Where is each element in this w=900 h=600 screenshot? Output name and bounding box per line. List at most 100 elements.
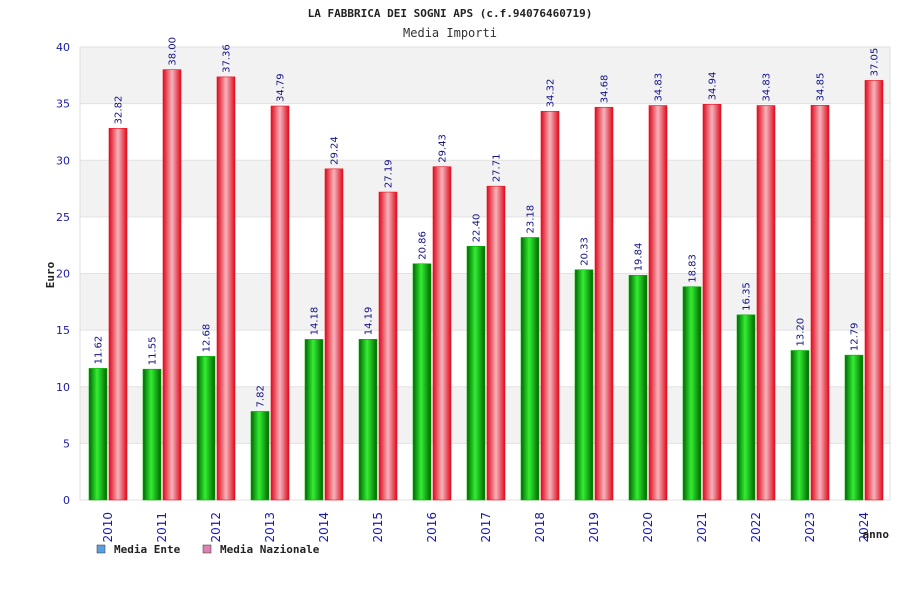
- x-tick-label-2022: 2022: [749, 512, 763, 543]
- value-label-media-ente-2017: 22.40: [472, 214, 483, 243]
- legend: Media Ente Media Nazionale: [96, 543, 320, 556]
- value-label-media-ente-2016: 20.86: [418, 231, 429, 260]
- x-tick-label-2019: 2019: [587, 512, 601, 543]
- value-label-media-nazionale-2010: 32.82: [114, 96, 125, 125]
- value-label-media-nazionale-2024: 37.05: [870, 48, 881, 77]
- y-tick-label: 30: [56, 154, 70, 167]
- y-tick-label: 15: [56, 324, 70, 337]
- bar-media-nazionale-2019: [594, 106, 614, 501]
- bar-media-ente-2023: [790, 350, 810, 501]
- value-label-media-nazionale-2022: 34.83: [762, 73, 773, 102]
- bar-media-ente-2011: [142, 368, 162, 501]
- x-tick-label-2021: 2021: [695, 512, 709, 543]
- value-label-media-ente-2018: 23.18: [526, 205, 537, 234]
- value-label-media-nazionale-2019: 34.68: [600, 75, 611, 104]
- x-tick-label-2017: 2017: [479, 512, 493, 543]
- value-label-media-nazionale-2023: 34.85: [816, 73, 827, 102]
- bar-media-ente-2010: [88, 368, 108, 501]
- grid-band: [80, 160, 890, 217]
- bar-media-ente-2022: [736, 314, 756, 501]
- x-tick-label-2012: 2012: [209, 512, 223, 543]
- legend-label-media-nazionale: Media Nazionale: [220, 543, 320, 556]
- bar-media-nazionale-2022: [756, 105, 776, 501]
- x-tick-label-2020: 2020: [641, 512, 655, 543]
- bar-media-nazionale-2016: [432, 166, 452, 501]
- value-labels: 11.62 32.82 11.55 38.00 12.68 37.36 7.82 34.79 1…: [94, 37, 881, 407]
- value-label-media-nazionale-2014: 29.24: [330, 136, 341, 165]
- value-label-media-ente-2021: 18.83: [688, 254, 699, 283]
- bar-media-ente-2014: [304, 339, 324, 501]
- x-tick-label-2011: 2011: [155, 512, 169, 543]
- bar-media-ente-2021: [682, 286, 702, 501]
- bar-media-nazionale-2013: [270, 105, 290, 501]
- bar-media-nazionale-2020: [648, 105, 668, 501]
- y-tick-label: 35: [56, 98, 70, 111]
- value-label-media-ente-2019: 20.33: [580, 237, 591, 266]
- value-label-media-nazionale-2016: 29.43: [438, 134, 449, 163]
- value-label-media-nazionale-2020: 34.83: [654, 73, 665, 102]
- x-tick-label-2015: 2015: [371, 512, 385, 543]
- bar-media-nazionale-2018: [540, 111, 560, 501]
- bar-media-nazionale-2010: [108, 128, 128, 501]
- x-tick-label-2016: 2016: [425, 512, 439, 543]
- value-label-media-nazionale-2012: 37.36: [222, 44, 233, 73]
- value-label-media-nazionale-2018: 34.32: [546, 79, 557, 108]
- value-label-media-nazionale-2015: 27.19: [384, 159, 395, 188]
- y-axis-ticks: 0 5 10 15 20 25 30 35 40: [56, 41, 70, 507]
- bar-media-nazionale-2017: [486, 185, 506, 501]
- value-label-media-ente-2024: 12.79: [850, 323, 861, 352]
- value-label-media-ente-2022: 16.35: [742, 282, 753, 311]
- x-tick-label-2013: 2013: [263, 512, 277, 543]
- bar-media-ente-2019: [574, 269, 594, 501]
- y-tick-label: 40: [56, 41, 70, 54]
- bars: [88, 69, 884, 501]
- chart-subtitle: Media Importi: [403, 26, 497, 40]
- x-tick-label-2024: 2024: [857, 512, 871, 543]
- x-tick-label-2023: 2023: [803, 512, 817, 543]
- value-label-media-nazionale-2017: 27.71: [492, 154, 503, 183]
- value-label-media-nazionale-2021: 34.94: [708, 72, 719, 101]
- grid-band: [80, 47, 890, 104]
- value-label-media-ente-2011: 11.55: [148, 337, 159, 366]
- legend-label-media-ente: Media Ente: [114, 543, 181, 556]
- x-tick-label-2018: 2018: [533, 512, 547, 543]
- bar-media-nazionale-2023: [810, 105, 830, 501]
- x-axis-label: anno: [863, 528, 890, 541]
- bar-media-ente-2013: [250, 411, 270, 501]
- x-axis-ticks: 2010 2011 2012 2013 2014 2015 2016 2017 2018 2019…: [101, 512, 871, 543]
- value-label-media-ente-2015: 14.19: [364, 307, 375, 336]
- value-label-media-ente-2010: 11.62: [94, 336, 105, 365]
- legend-swatch-media-ente: [96, 544, 106, 554]
- value-label-media-ente-2012: 12.68: [202, 324, 213, 353]
- bar-media-nazionale-2024: [864, 80, 884, 501]
- bar-media-nazionale-2012: [216, 76, 236, 501]
- bar-media-ente-2018: [520, 237, 540, 501]
- value-label-media-ente-2020: 19.84: [634, 243, 645, 272]
- x-tick-label-2010: 2010: [101, 512, 115, 543]
- bar-media-ente-2024: [844, 354, 864, 501]
- bar-media-nazionale-2021: [702, 104, 722, 501]
- value-label-media-ente-2023: 13.20: [796, 318, 807, 347]
- bar-media-ente-2017: [466, 246, 486, 501]
- bar-media-ente-2012: [196, 356, 216, 501]
- y-tick-label: 25: [56, 211, 70, 224]
- value-label-media-nazionale-2013: 34.79: [276, 73, 287, 102]
- bar-media-nazionale-2015: [378, 191, 398, 501]
- value-label-media-ente-2014: 14.18: [310, 307, 321, 336]
- y-tick-label: 0: [63, 494, 70, 507]
- y-axis-label: Euro: [44, 261, 57, 288]
- value-label-media-nazionale-2011: 38.00: [168, 37, 179, 66]
- bar-media-ente-2016: [412, 263, 432, 501]
- legend-swatch-media-nazionale: [202, 544, 212, 554]
- x-tick-label-2014: 2014: [317, 512, 331, 543]
- value-label-media-ente-2013: 7.82: [256, 385, 267, 407]
- bar-media-nazionale-2011: [162, 69, 182, 501]
- y-tick-label: 5: [63, 437, 70, 450]
- y-tick-label: 10: [56, 381, 70, 394]
- bar-media-ente-2015: [358, 338, 378, 501]
- bar-media-nazionale-2014: [324, 168, 344, 501]
- chart-title: LA FABBRICA DEI SOGNI APS (c.f.940764607…: [308, 7, 593, 20]
- bar-media-ente-2020: [628, 275, 648, 501]
- y-tick-label: 20: [56, 268, 70, 281]
